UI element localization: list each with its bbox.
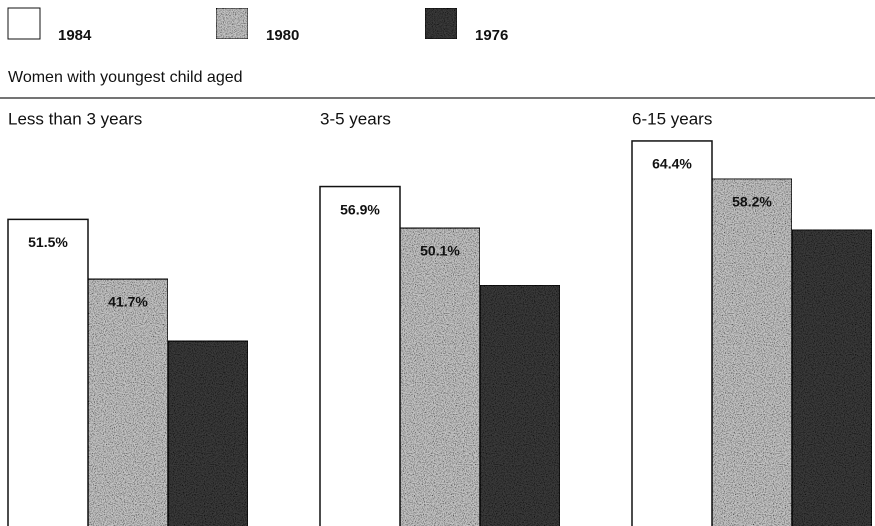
value-label: 51.5% — [28, 234, 68, 250]
bar — [631, 140, 713, 526]
bar — [7, 218, 89, 526]
legend-swatch — [424, 7, 458, 40]
legend-swatch — [7, 7, 41, 40]
bar — [167, 340, 249, 526]
value-label: 56.9% — [340, 201, 380, 217]
bar — [399, 227, 481, 526]
bar — [87, 278, 169, 526]
value-label: 41.7% — [108, 294, 148, 310]
bar — [319, 185, 401, 526]
legend-label: 1980 — [266, 27, 299, 44]
category-label: Less than 3 years — [8, 109, 142, 128]
category-label: 3-5 years — [320, 109, 391, 128]
bar — [791, 228, 873, 526]
value-label: 58.2% — [732, 193, 772, 209]
category-label: 6-15 years — [632, 109, 712, 128]
legend-label: 1976 — [475, 27, 508, 44]
legend-label: 1984 — [58, 27, 92, 44]
bar — [711, 177, 793, 526]
value-label: 64.4% — [652, 156, 692, 172]
value-label: 50.1% — [420, 243, 460, 259]
bar — [479, 284, 561, 526]
legend-swatch — [215, 7, 249, 40]
subtitle: Women with youngest child aged — [8, 69, 243, 86]
